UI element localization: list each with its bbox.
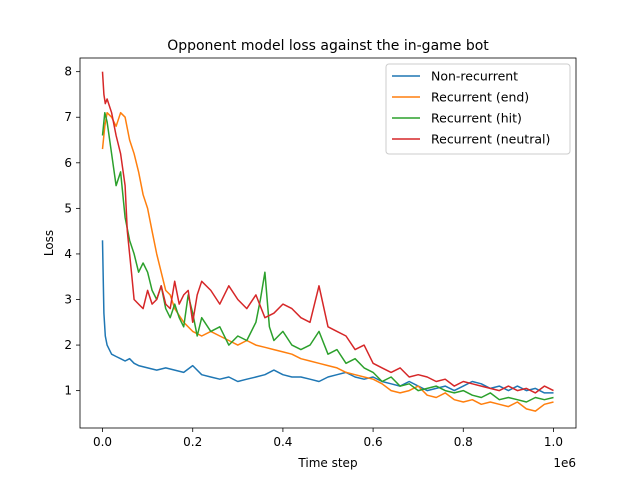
chart-title: Opponent model loss against the in-game … [167,38,489,54]
legend-box [385,63,571,155]
y-tick-label: 3 [64,293,72,307]
y-axis-label: Loss [42,230,56,256]
x-tick-label: 0.8 [454,435,473,449]
x-axis-offset-label: 1e6 [553,456,576,470]
y-tick-label: 6 [64,156,72,170]
y-tick-label: 7 [64,110,72,124]
series-line-1 [101,240,554,394]
y-tick-label: 5 [64,201,72,215]
x-axis-label: Time step [297,456,357,470]
legend-label: Recurrent (neutral) [431,132,550,147]
x-tick-label: 1.0 [544,435,563,449]
series-line-4 [101,71,554,394]
legend-label: Recurrent (end) [431,90,529,105]
legend-label: Non-recurrent [431,69,518,84]
x-tick-label: 0.2 [183,435,202,449]
x-tick-label: 0.4 [273,435,292,449]
axes-frame [79,57,577,429]
legend: Non-recurrent Recurrent (end) Recurrent (h… [385,63,571,155]
series-line-2 [101,111,554,412]
y-tick-label: 8 [64,65,72,79]
y-tick-label: 4 [64,247,72,261]
y-axis-ticks: 1 2 3 4 5 6 7 8 [64,65,80,398]
x-tick-label: 0.0 [93,435,112,449]
plot-lines [101,71,554,412]
x-axis-ticks: 0.0 0.2 0.4 0.6 0.8 1.0 [93,428,563,449]
series-line-3 [101,111,554,403]
y-tick-label: 2 [64,338,72,352]
y-tick-label: 1 [64,384,72,398]
x-tick-label: 0.6 [364,435,383,449]
legend-label: Recurrent (hit) [431,111,522,126]
